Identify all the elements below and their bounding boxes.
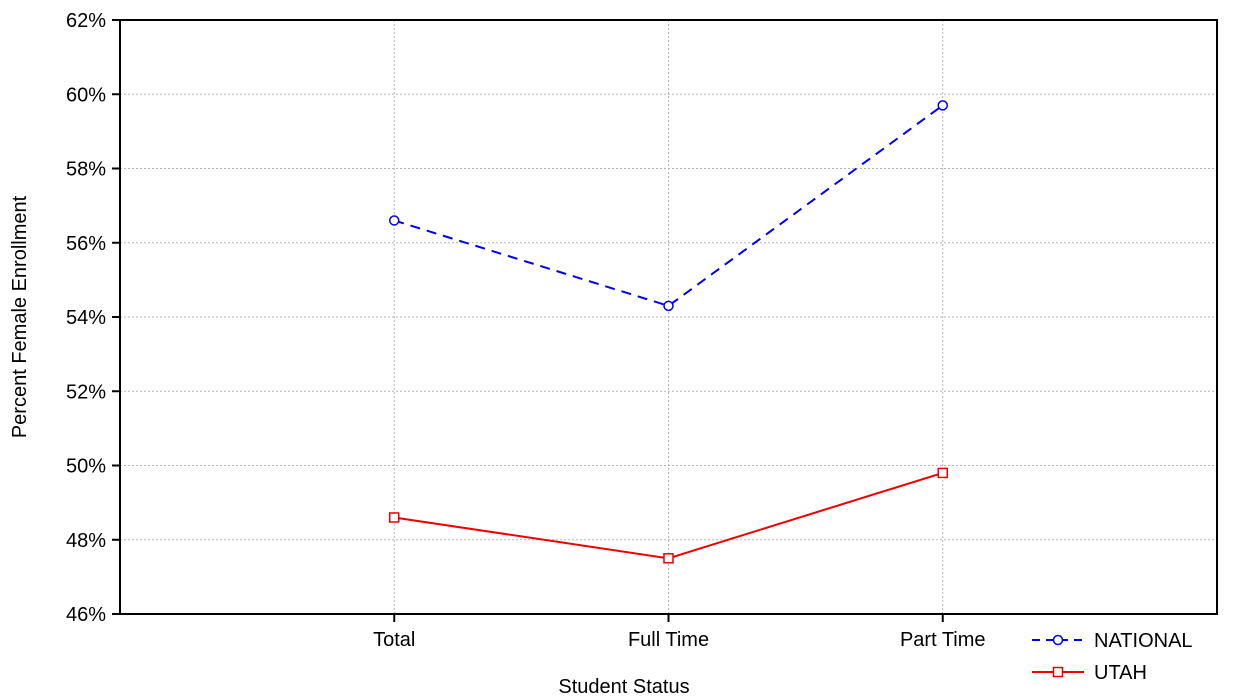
y-tick-label: 52% — [66, 381, 106, 403]
data-point-national — [663, 300, 674, 312]
x-axis-ticks: Total Full Time Part Time — [373, 614, 986, 651]
x-tick-label: Full Time — [628, 629, 709, 651]
x-axis-title: Student Status — [558, 676, 689, 698]
y-tick-label: 46% — [66, 604, 106, 626]
y-axis-ticks: 46% 48% 50% 52% 54% 56% 58% 60% 62% — [66, 10, 120, 626]
data-point-national — [937, 100, 948, 111]
legend-marker-utah — [1052, 666, 1064, 678]
legend-marker-national — [1052, 634, 1064, 646]
legend-item-utah: UTAH — [1032, 662, 1147, 684]
data-point-utah — [663, 553, 674, 564]
x-tick-label: Total — [373, 629, 415, 651]
series-layer — [389, 100, 948, 564]
y-axis-title: Percent Female Enrollment — [9, 195, 31, 438]
y-tick-label: 58% — [66, 159, 106, 181]
data-point-utah — [389, 512, 400, 523]
data-point-utah — [937, 467, 948, 479]
legend-label-national: NATIONAL — [1094, 630, 1193, 652]
legend-label-utah: UTAH — [1094, 662, 1147, 684]
y-tick-label: 48% — [66, 530, 106, 552]
y-tick-label: 54% — [66, 307, 106, 329]
data-point-national — [389, 215, 400, 226]
y-tick-label: 50% — [66, 456, 106, 478]
y-tick-label: 60% — [66, 84, 106, 106]
series-line-national — [393, 104, 944, 307]
grid-layer — [120, 20, 1217, 614]
x-tick-label: Part Time — [900, 629, 986, 651]
y-tick-label: 56% — [66, 233, 106, 255]
legend-item-national: NATIONAL — [1032, 630, 1193, 652]
y-tick-label: 62% — [66, 10, 106, 32]
legend: NATIONAL UTAH — [1032, 630, 1193, 684]
